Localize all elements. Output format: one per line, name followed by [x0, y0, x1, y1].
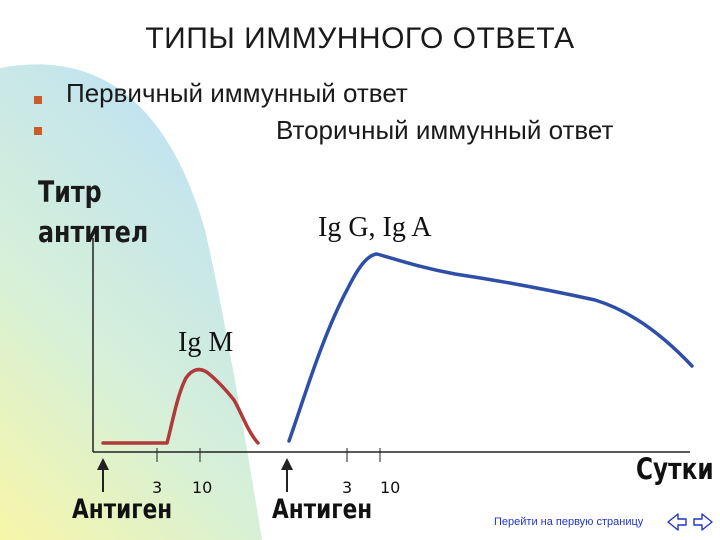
- x-axis-label: Сутки: [636, 452, 714, 486]
- nav-back-arrow-icon[interactable]: [667, 513, 687, 531]
- go-to-first-page-link[interactable]: Перейти на первую страницу: [494, 516, 644, 528]
- bullet-marker: [34, 127, 42, 135]
- antigen-arrow-icon: [281, 458, 293, 492]
- antigen-arrow-icon: [97, 458, 109, 492]
- tick-label: 3: [342, 478, 353, 497]
- tick-label: 3: [152, 478, 163, 497]
- bullet-secondary-response: Вторичный иммунный ответ: [276, 115, 614, 145]
- background-swoosh: [0, 64, 262, 540]
- bullet-marker: [34, 96, 42, 104]
- y-axis-label-line-1: Титр: [38, 175, 102, 209]
- nav-forward-arrow-icon[interactable]: [693, 513, 713, 531]
- antigen-label: Антиген: [72, 494, 173, 525]
- secondary-peak-label: Ig G, Ig A: [318, 212, 432, 243]
- tick-label: 10: [192, 478, 213, 497]
- secondary-response-curve: [287, 252, 694, 443]
- primary-response-curve: [101, 367, 260, 445]
- antigen-label: Антиген: [272, 494, 373, 525]
- y-axis-label: Титр антител: [38, 172, 148, 252]
- primary-peak-label: Ig M: [178, 327, 234, 358]
- slide-title: ТИПЫ ИММУННОГО ОТВЕТА: [145, 22, 575, 55]
- tick-label: 10: [380, 478, 401, 497]
- bullet-primary-response: Первичный иммунный ответ: [66, 78, 408, 108]
